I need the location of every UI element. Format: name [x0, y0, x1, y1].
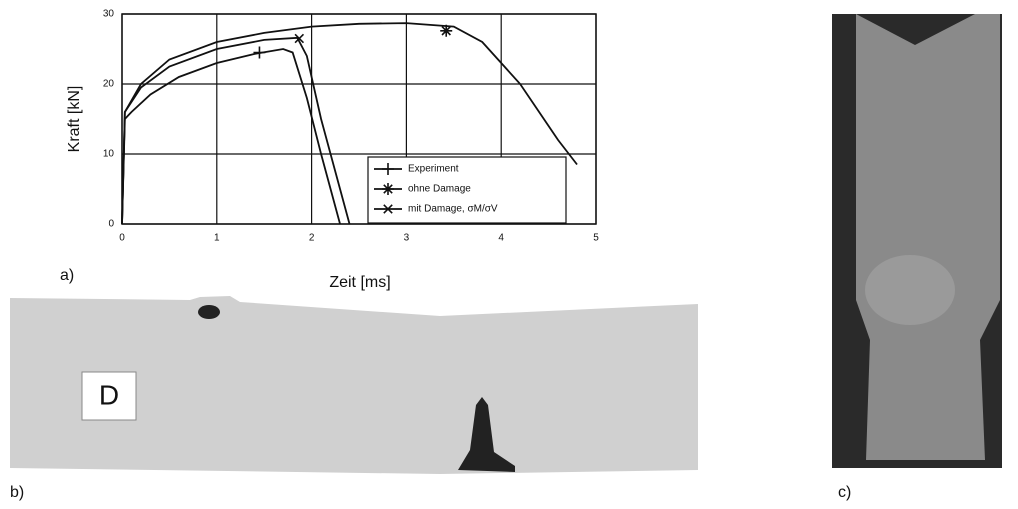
specimen-photo	[856, 14, 1000, 460]
panel-label: c)	[838, 484, 851, 501]
x-tick-label: 3	[404, 233, 410, 244]
x-tick-label: 4	[498, 233, 504, 244]
y-tick-label: 30	[103, 9, 115, 20]
legend-label: ohne Damage	[408, 184, 471, 195]
x-tick-label: 2	[309, 233, 315, 244]
x-tick-label: 5	[593, 233, 599, 244]
x-tick-label: 0	[119, 233, 125, 244]
legend-marker	[382, 183, 394, 195]
panel-label: b)	[10, 484, 24, 501]
data-marker	[253, 47, 265, 59]
legend-label: mit Damage, σM/σV	[408, 204, 498, 215]
figure: a) Zeit [ms] Kraft [kN] D b) c) 0 1 2 3 4 5 0 1…	[0, 0, 1018, 504]
bulge	[865, 255, 955, 325]
data-line	[122, 49, 340, 224]
y-axis-label: Kraft [kN]	[66, 86, 83, 153]
y-tick-label: 20	[103, 79, 115, 90]
simulation-panel: D	[10, 296, 698, 474]
y-tick-label: 10	[103, 149, 115, 160]
label: D	[99, 379, 119, 410]
y-tick-label: 0	[108, 219, 114, 230]
legend-label: Experiment	[408, 164, 459, 175]
x-tick-label: 1	[214, 233, 220, 244]
panel-label: a)	[60, 267, 74, 284]
photo	[832, 14, 1002, 468]
damage	[198, 305, 220, 319]
x-axis-label: Zeit [ms]	[329, 274, 390, 291]
